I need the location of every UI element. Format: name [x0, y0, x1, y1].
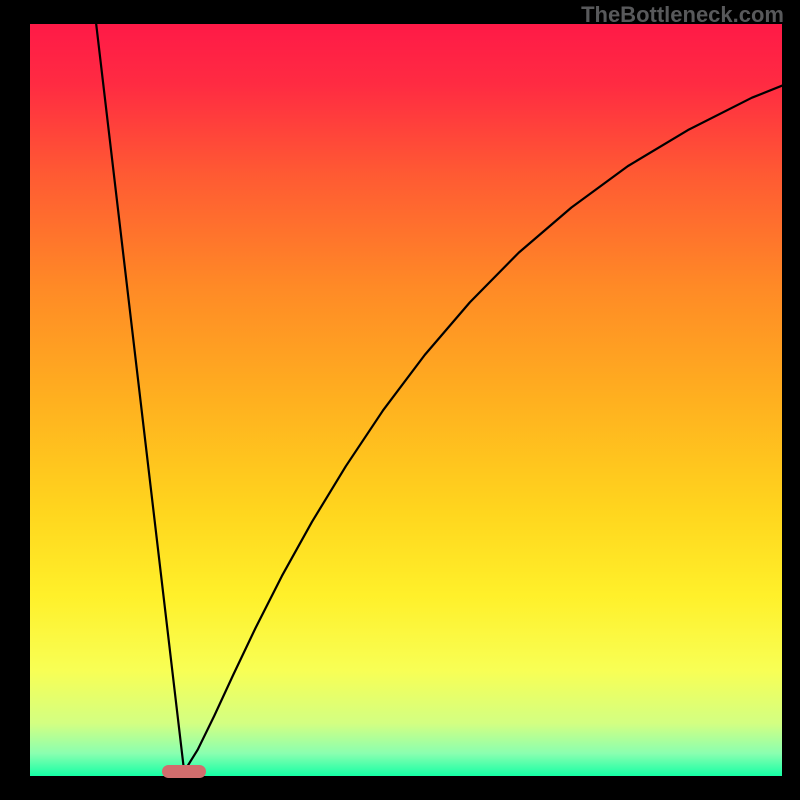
- chart-container: TheBottleneck.com: [0, 0, 800, 800]
- curve-line: [30, 24, 782, 776]
- plot-area: [30, 24, 782, 776]
- watermark-text: TheBottleneck.com: [581, 2, 784, 28]
- minimum-marker: [162, 765, 206, 778]
